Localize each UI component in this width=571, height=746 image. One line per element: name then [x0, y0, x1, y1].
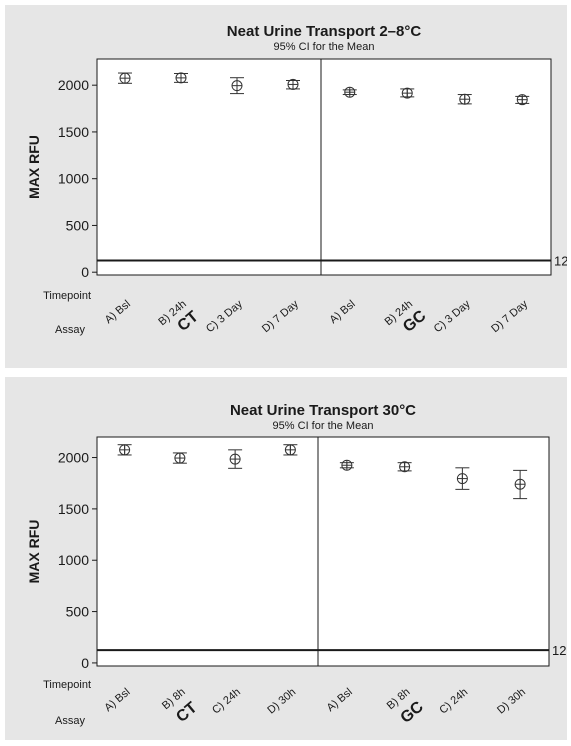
chart-panel-30c: Neat Urine Transport 30°C 95% CI for the … [5, 377, 567, 740]
y-tick-label: 0 [81, 264, 89, 280]
x-tick-label: D) 30h [265, 686, 298, 716]
x-tick-label: C) 3 Day [204, 298, 245, 335]
assay-row-label: Assay [55, 324, 85, 336]
y-tick-label: 1000 [58, 552, 89, 568]
y-tick-label: 500 [66, 217, 90, 233]
chart-subtitle: 95% CI for the Mean [273, 420, 374, 432]
y-tick-label: 2000 [58, 450, 89, 466]
x-tick-label: A) Bsl [327, 298, 357, 326]
x-tick-label: D) 7 Day [489, 298, 530, 335]
chart-subtitle: 95% CI for the Mean [274, 41, 375, 53]
chart-svg-2-8c: Neat Urine Transport 2–8°C95% CI for the… [26, 23, 567, 336]
chart-title: Neat Urine Transport 2–8°C [227, 23, 422, 40]
reference-line-label: 125 [554, 254, 567, 269]
x-tick-label: D) 7 Day [260, 298, 301, 335]
y-tick-label: 1000 [58, 171, 89, 187]
y-tick-label: 500 [66, 604, 90, 620]
x-tick-label: A) Bsl [102, 686, 132, 714]
y-tick-label: 2000 [58, 77, 89, 93]
y-axis-label: MAX RFU [26, 135, 42, 199]
y-tick-label: 1500 [58, 124, 89, 140]
y-tick-label: 0 [81, 655, 89, 671]
x-tick-label: C) 3 Day [432, 298, 473, 335]
plot-area [96, 436, 550, 667]
y-tick-label: 1500 [58, 501, 89, 517]
x-tick-label: D) 30h [495, 686, 528, 716]
x-tick-label: A) Bsl [103, 298, 133, 326]
chart-panel-2-8c: Neat Urine Transport 2–8°C 95% CI for the… [5, 5, 567, 368]
timepoint-row-label: Timepoint [43, 290, 91, 302]
x-tick-label: C) 24h [437, 686, 470, 716]
plot-area [96, 58, 552, 276]
assay-row-label: Assay [55, 715, 85, 727]
timepoint-row-label: Timepoint [43, 679, 91, 691]
x-tick-label: C) 24h [210, 686, 243, 716]
chart-svg-30c: Neat Urine Transport 30°C95% CI for the … [26, 402, 567, 727]
reference-line-label: 125 [552, 643, 567, 658]
x-tick-label: A) Bsl [325, 686, 355, 714]
y-axis-label: MAX RFU [26, 520, 42, 584]
chart-title: Neat Urine Transport 30°C [230, 402, 416, 419]
